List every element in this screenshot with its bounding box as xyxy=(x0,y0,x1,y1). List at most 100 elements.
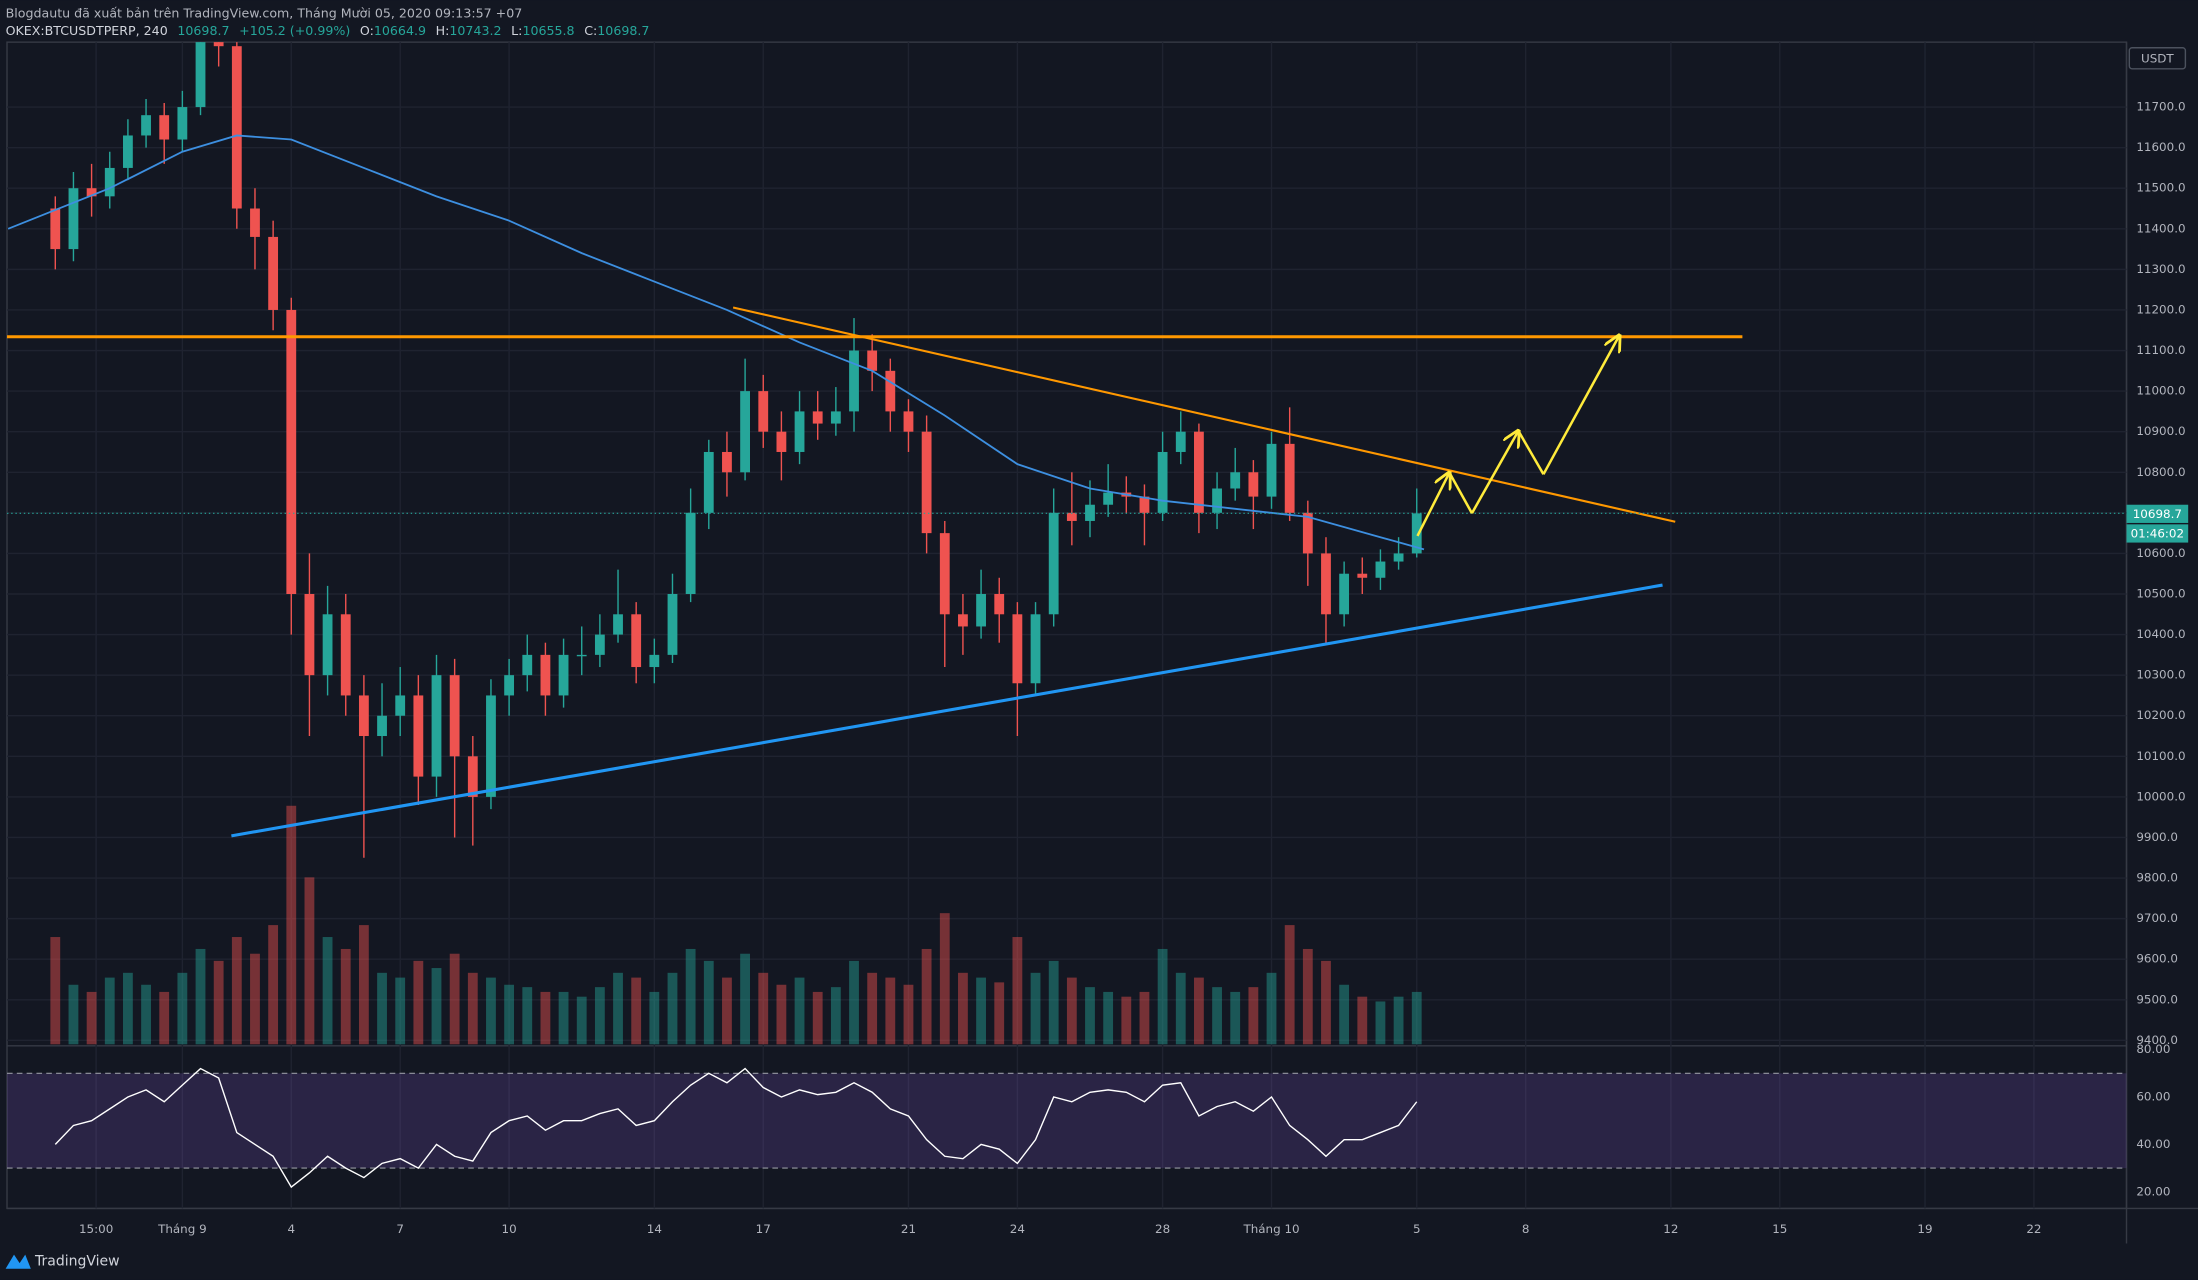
ohlc-value: 10655.8 xyxy=(522,22,574,37)
volume-bar xyxy=(576,996,587,1045)
y-tick-label: 10100.0 xyxy=(2136,749,2185,763)
y-tick-label: 11600.0 xyxy=(2136,140,2185,154)
candle-body xyxy=(740,391,751,473)
projection-segment xyxy=(1448,472,1474,514)
candle-body xyxy=(1248,472,1259,497)
ohlc-value: 10698.7 xyxy=(597,22,649,37)
last-price-badge xyxy=(2126,504,2189,523)
volume-bar xyxy=(758,972,769,1045)
volume-bar xyxy=(1266,972,1277,1045)
candle-body xyxy=(322,614,333,676)
candle-body xyxy=(1085,504,1095,521)
candle-body xyxy=(195,42,206,108)
candle-body xyxy=(1230,472,1241,489)
x-tick-label: 28 xyxy=(1155,1222,1170,1236)
candle-body xyxy=(576,654,587,657)
rsi-tick-label: 60.00 xyxy=(2136,1090,2170,1104)
volume-bar xyxy=(1357,996,1368,1045)
volume-bar xyxy=(921,948,932,1045)
candle-body xyxy=(504,675,515,696)
volume-bar xyxy=(413,960,424,1045)
candle-body xyxy=(1157,451,1168,513)
candle-body xyxy=(849,350,859,412)
candle-body xyxy=(340,614,351,696)
y-tick-label: 10500.0 xyxy=(2136,586,2185,600)
candle-body xyxy=(540,654,551,696)
y-tick-label: 11000.0 xyxy=(2136,384,2185,398)
grid xyxy=(7,42,2127,1209)
candle-body xyxy=(613,614,623,635)
volume-bar xyxy=(740,953,751,1045)
volume-bar xyxy=(1375,1001,1386,1045)
volume-bar xyxy=(631,977,642,1045)
rsi-band xyxy=(7,1073,2127,1169)
volume-bar xyxy=(1321,960,1331,1045)
volume-bar xyxy=(812,991,823,1045)
brand-logo[interactable]: TradingView xyxy=(5,1254,120,1270)
candle-body xyxy=(794,411,805,452)
trend-line xyxy=(231,583,1663,838)
volume-bar xyxy=(1194,977,1204,1045)
candle-body xyxy=(1175,431,1186,452)
y-tick-label: 10300.0 xyxy=(2136,668,2185,682)
candle-body xyxy=(939,533,950,615)
projection-segment xyxy=(1416,473,1449,537)
x-tick-label: Tháng 10 xyxy=(1242,1222,1299,1236)
candle-body xyxy=(867,350,878,371)
x-tick-label: 14 xyxy=(647,1222,662,1236)
volume-bar xyxy=(358,925,369,1045)
candle-body xyxy=(1048,512,1059,615)
candle-body xyxy=(1194,431,1204,513)
x-tick-label: 7 xyxy=(396,1222,404,1236)
volume-bar xyxy=(504,984,515,1045)
y-tick-label: 11200.0 xyxy=(2136,302,2185,316)
candle-body xyxy=(594,634,605,655)
candle-body xyxy=(286,309,297,594)
volume-bar xyxy=(486,977,496,1045)
volume-bar xyxy=(958,972,968,1045)
volume-bar xyxy=(50,937,61,1045)
volume-bar xyxy=(1012,937,1023,1045)
change: +105.2 (+0.99%) xyxy=(239,22,350,37)
volume-bar xyxy=(195,948,206,1045)
candle-body xyxy=(213,42,224,47)
ohlc-label: C: xyxy=(584,22,597,37)
volume-bar xyxy=(703,960,714,1045)
y-tick-label: 9800.0 xyxy=(2136,871,2178,885)
volume-bar xyxy=(1339,984,1350,1045)
volume-bar xyxy=(449,953,460,1045)
x-tick-label: 17 xyxy=(756,1222,771,1236)
volume-bar xyxy=(304,877,315,1045)
candle-body xyxy=(250,208,260,237)
volume-bar xyxy=(377,972,387,1045)
candle-body xyxy=(722,451,732,473)
candle-body xyxy=(104,167,115,197)
candle-body xyxy=(885,370,896,412)
price-layer xyxy=(7,42,2127,858)
y-tick-label: 10900.0 xyxy=(2136,424,2185,438)
candle-body xyxy=(1321,553,1331,615)
volume-bar xyxy=(540,991,551,1045)
volume-bar xyxy=(994,982,1005,1045)
legend-line: OKEX:BTCUSDTPERP, 240 10698.7 +105.2 (+0… xyxy=(6,22,650,37)
projection-segment xyxy=(1517,430,1545,475)
y-tick-label: 11500.0 xyxy=(2136,181,2185,195)
volume-bar xyxy=(794,977,805,1045)
ohlc-label: L: xyxy=(511,22,522,37)
candle-body xyxy=(1393,553,1404,562)
last-price: 10698.7 xyxy=(177,22,229,37)
volume-bar xyxy=(1048,960,1059,1045)
candle-body xyxy=(903,411,914,432)
candle-body xyxy=(486,695,496,797)
x-tick-label: 8 xyxy=(1522,1222,1530,1236)
currency-badge[interactable] xyxy=(2128,47,2187,70)
y-tick-label: 10600.0 xyxy=(2136,546,2185,560)
candle-body xyxy=(1339,573,1350,615)
volume-bar xyxy=(885,977,896,1045)
candle-body xyxy=(304,593,315,676)
y-tick-label: 11100.0 xyxy=(2136,343,2185,357)
volume-bar xyxy=(722,977,732,1045)
volume-bar xyxy=(849,960,859,1045)
candle-body xyxy=(231,46,242,209)
